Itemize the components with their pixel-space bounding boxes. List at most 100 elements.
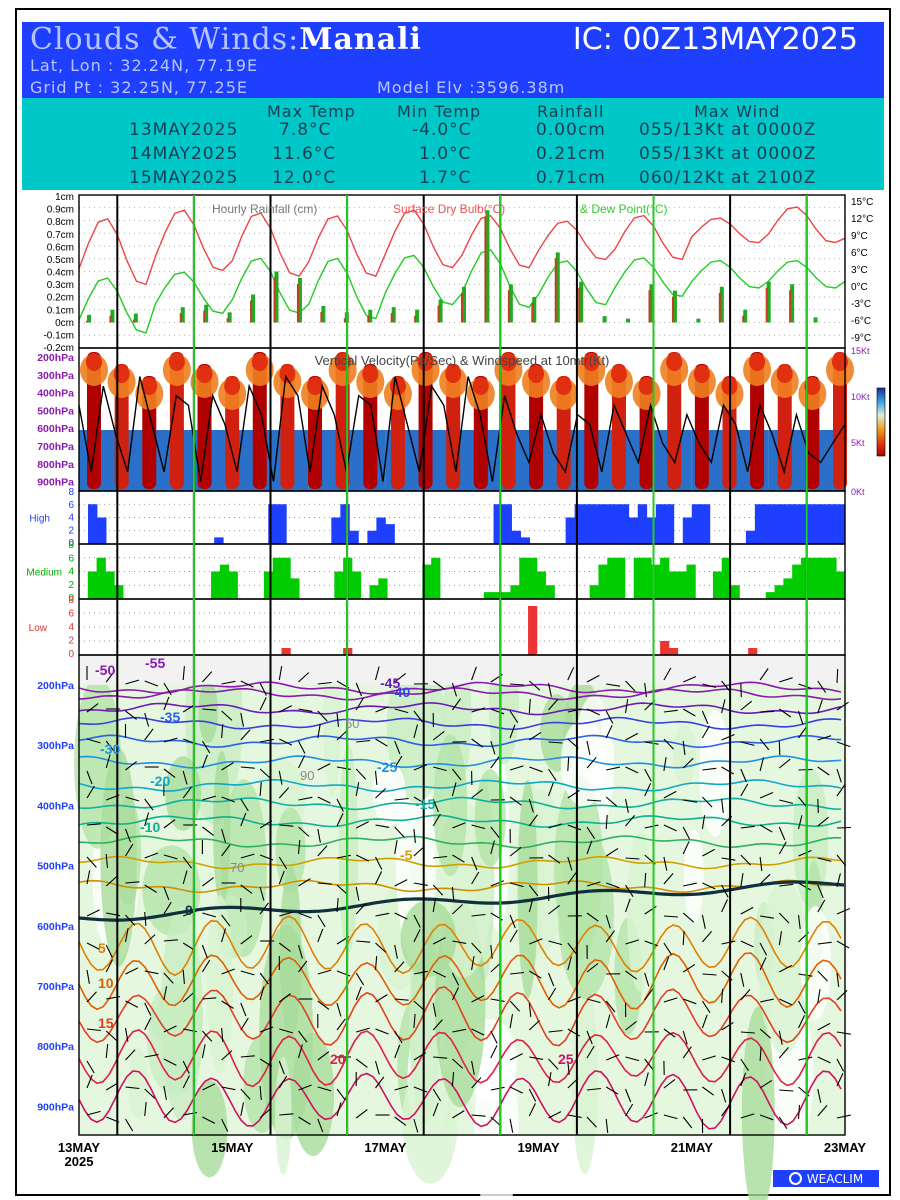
- wind-barb: [221, 710, 233, 721]
- high-cloud-background: [79, 491, 845, 544]
- wind-barb: [605, 1000, 616, 1013]
- rainfall-bar: [743, 309, 748, 323]
- wind-barb: [509, 1118, 514, 1133]
- rh-label: 50: [345, 716, 359, 731]
- wind-barb: [394, 755, 403, 769]
- wind-barb: [259, 986, 265, 1001]
- rainfall-tick-label: 0.5cm: [47, 255, 74, 266]
- wind-barb: [336, 712, 340, 727]
- wind-barb: [721, 1088, 727, 1103]
- wind-barb: [163, 1058, 177, 1066]
- medium-cloud-bar: [730, 585, 740, 599]
- wind-barb: [375, 871, 383, 885]
- wind-barb: [529, 766, 543, 773]
- wind-barb: [452, 1028, 467, 1033]
- rainfall-bar: [766, 281, 771, 323]
- wind-barb: [336, 1002, 342, 1017]
- wind-barb: [413, 710, 423, 723]
- wind-barb: [105, 853, 109, 868]
- wind-barb: [625, 732, 639, 741]
- medium-cloud-bar: [660, 557, 670, 599]
- wind-barb: [683, 882, 697, 887]
- wind-barb: [86, 738, 101, 744]
- rainfall-bar: [438, 299, 443, 323]
- wind-barb: [490, 944, 493, 959]
- wind-barb: [298, 796, 313, 801]
- wind-barb: [701, 710, 709, 725]
- updraft-area: [87, 352, 101, 489]
- rainfall-bar: [87, 314, 91, 323]
- wind-barb: [624, 798, 629, 813]
- wind-barb: [221, 796, 235, 803]
- wind-barb: [105, 740, 116, 753]
- wind-barb: [375, 788, 387, 799]
- wind-barb: [278, 1060, 285, 1075]
- wind-barb: [356, 739, 371, 743]
- wind-barb: [278, 870, 285, 885]
- wind-barb: [605, 796, 618, 807]
- windspeed-tick-label: 0Kt: [851, 487, 865, 497]
- wind-barb: [163, 682, 172, 696]
- wind-barb: [317, 796, 331, 804]
- wind-barb: [394, 840, 398, 855]
- wind-barb: [259, 738, 274, 743]
- wind-barb: [433, 766, 447, 772]
- wind-barb: [586, 912, 599, 922]
- high-cloud-bar: [664, 504, 675, 544]
- wind-barb: [279, 1028, 293, 1034]
- wind-barb: [702, 848, 715, 857]
- wind-barb: [605, 1014, 611, 1029]
- isotherm-label: -15: [415, 796, 435, 812]
- high-cloud-bar: [817, 504, 828, 544]
- wind-barb: [605, 814, 608, 830]
- wind-barb: [336, 1088, 346, 1101]
- wind-barb: [336, 1018, 346, 1031]
- wind-barb: [817, 680, 827, 693]
- wind-barb: [471, 707, 486, 713]
- wind-barb: [355, 903, 367, 915]
- row-date: 14MAY2025: [129, 144, 239, 164]
- medium-cloud-bar: [800, 557, 811, 599]
- medium-cloud-bar: [272, 557, 282, 599]
- rainfall-bar: [532, 297, 537, 323]
- rainfall-bar-edge: [718, 292, 721, 323]
- wind-barb: [297, 944, 303, 959]
- wind-barb: [682, 708, 696, 717]
- wind-barb: [144, 798, 154, 811]
- wind-barb: [240, 766, 255, 769]
- wind-barb: [452, 822, 466, 829]
- col-header-rainfall: Rainfall: [537, 102, 605, 121]
- date-axis-label: 17MAY: [364, 1140, 406, 1155]
- wind-barb: [528, 1088, 537, 1102]
- wind-barb: [644, 783, 652, 797]
- wind-barb: [663, 1028, 676, 1038]
- wind-barb: [817, 989, 821, 1004]
- isotherm-label: -20: [150, 773, 170, 789]
- wind-barb: [663, 709, 678, 713]
- rainfall-bar: [649, 284, 654, 323]
- wind-barb: [528, 680, 541, 691]
- wind-barb: [394, 961, 405, 973]
- wind-barb: [528, 1103, 536, 1117]
- wind-barb: [163, 986, 168, 1001]
- wind-barb: [510, 683, 525, 686]
- wind-barb: [86, 785, 95, 799]
- wind-barb: [259, 697, 267, 711]
- rainfall-bar-edge: [86, 320, 88, 323]
- wind-barb: [144, 970, 159, 975]
- wind-barb: [279, 911, 293, 917]
- wind-barb: [298, 1116, 311, 1125]
- wind-barb: [394, 912, 408, 920]
- octa-tick-label: 2: [68, 525, 74, 536]
- rainfall-tick-label: 0.3cm: [47, 280, 74, 291]
- wind-barb: [317, 969, 332, 975]
- wind-barb: [432, 937, 446, 945]
- wind-barb: [682, 1030, 688, 1045]
- date-axis-label: 21MAY: [671, 1140, 713, 1155]
- wind-barb: [432, 970, 446, 978]
- updraft-area: [584, 352, 599, 489]
- isotherm-label: 10: [98, 975, 114, 991]
- wind-barb: [760, 915, 774, 919]
- wind-barb: [259, 682, 267, 696]
- wind-barb: [836, 668, 839, 684]
